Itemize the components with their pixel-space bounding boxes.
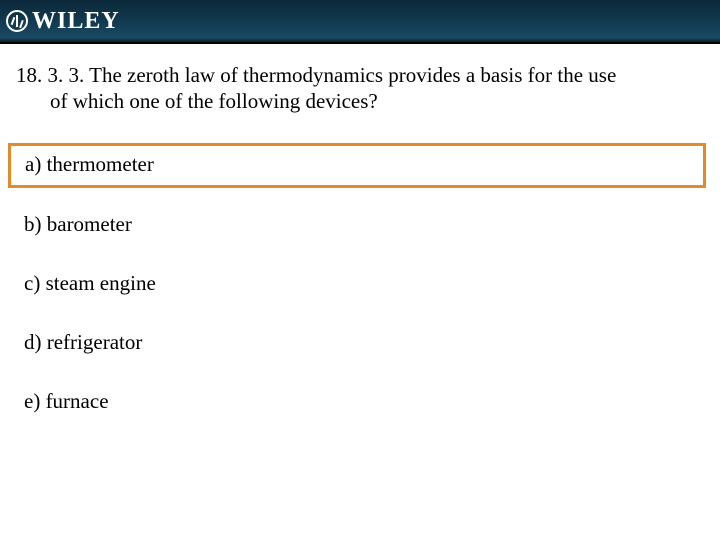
header-bar: WILEY bbox=[0, 0, 720, 44]
option-b[interactable]: b) barometer bbox=[16, 208, 704, 243]
question-text: 18. 3. 3. The zeroth law of thermodynami… bbox=[16, 62, 704, 115]
wiley-logo-icon bbox=[6, 10, 28, 32]
option-c[interactable]: c) steam engine bbox=[16, 267, 704, 302]
options-list: a) thermometer b) barometer c) steam eng… bbox=[16, 143, 704, 421]
question-line-2: of which one of the following devices? bbox=[20, 88, 704, 114]
brand-text: WILEY bbox=[32, 8, 120, 35]
option-d[interactable]: d) refrigerator bbox=[16, 326, 704, 361]
option-e[interactable]: e) furnace bbox=[16, 385, 704, 420]
option-a[interactable]: a) thermometer bbox=[8, 143, 706, 188]
slide-content: 18. 3. 3. The zeroth law of thermodynami… bbox=[0, 44, 720, 420]
question-line-1: 18. 3. 3. The zeroth law of thermodynami… bbox=[16, 63, 616, 87]
